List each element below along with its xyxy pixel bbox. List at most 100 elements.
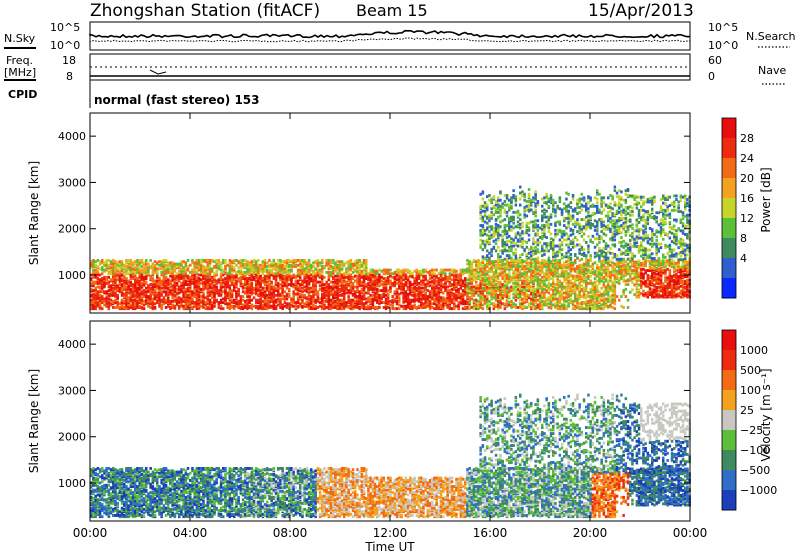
heatmap-cell bbox=[391, 298, 394, 302]
heatmap-cell bbox=[547, 281, 551, 285]
heatmap-cell bbox=[527, 206, 531, 209]
heatmap-cell bbox=[244, 302, 247, 306]
heatmap-cell bbox=[182, 304, 185, 308]
heatmap-cell bbox=[239, 298, 243, 302]
heatmap-cell bbox=[523, 213, 526, 217]
heatmap-cell bbox=[318, 268, 322, 272]
heatmap-cell bbox=[316, 306, 320, 309]
heatmap-cell bbox=[263, 263, 267, 267]
heatmap-cell bbox=[503, 245, 507, 249]
heatmap-cell bbox=[356, 299, 359, 303]
heatmap-cell bbox=[321, 261, 324, 265]
heatmap-cell bbox=[490, 250, 493, 254]
heatmap-cell bbox=[512, 218, 515, 221]
heatmap-cell bbox=[314, 307, 317, 311]
heatmap-cell bbox=[472, 272, 476, 276]
heatmap-cell bbox=[450, 291, 454, 295]
heatmap-cell bbox=[541, 231, 544, 235]
heatmap-cell bbox=[138, 275, 141, 279]
heatmap-cell bbox=[134, 268, 137, 272]
heatmap-cell bbox=[270, 291, 273, 295]
heatmap-cell bbox=[479, 281, 482, 285]
heatmap-cell bbox=[525, 221, 529, 225]
heatmap-cell bbox=[382, 280, 386, 284]
heatmap-cell bbox=[510, 215, 513, 219]
heatmap-cell bbox=[193, 303, 196, 307]
heatmap-cell bbox=[257, 279, 260, 283]
heatmap-cell bbox=[281, 306, 284, 309]
heatmap-cell bbox=[545, 195, 548, 199]
heatmap-cell bbox=[224, 272, 227, 276]
heatmap-cell bbox=[101, 272, 104, 276]
heatmap-cell bbox=[437, 279, 441, 283]
heatmap-cell bbox=[373, 293, 377, 297]
heatmap-cell bbox=[360, 269, 364, 273]
heatmap-cell bbox=[257, 281, 260, 285]
heatmap-cell bbox=[450, 283, 454, 286]
heatmap-cell bbox=[503, 290, 507, 294]
heatmap-cell bbox=[285, 297, 289, 301]
heatmap-cell bbox=[369, 306, 372, 309]
heatmap-cell bbox=[213, 291, 216, 295]
heatmap-cell bbox=[514, 232, 518, 236]
heatmap-cell bbox=[519, 226, 522, 230]
heatmap-cell bbox=[301, 279, 304, 283]
heatmap-cell bbox=[464, 268, 467, 272]
heatmap-cell bbox=[312, 303, 315, 307]
heatmap-cell bbox=[483, 239, 487, 243]
heatmap-cell bbox=[365, 272, 368, 276]
heatmap-cell bbox=[516, 265, 520, 268]
heatmap-cell bbox=[195, 289, 199, 292]
heatmap-cell bbox=[312, 297, 315, 301]
heatmap-cell bbox=[391, 281, 394, 285]
heatmap-cell bbox=[426, 271, 430, 274]
heatmap-cell bbox=[479, 233, 482, 237]
heatmap-cell bbox=[523, 231, 526, 235]
heatmap-cell bbox=[208, 304, 212, 308]
heatmap-cell bbox=[118, 302, 122, 306]
heatmap-cell bbox=[318, 275, 322, 279]
heatmap-cell bbox=[514, 291, 518, 295]
heatmap-cell bbox=[153, 279, 157, 283]
heatmap-cell bbox=[382, 284, 386, 288]
heatmap-cell bbox=[391, 304, 394, 308]
heatmap-cell bbox=[180, 281, 183, 285]
heatmap-cell bbox=[158, 277, 161, 280]
heatmap-cell bbox=[508, 286, 511, 290]
heatmap-cell bbox=[466, 281, 469, 285]
heatmap-cell bbox=[250, 273, 254, 277]
heatmap-cell bbox=[543, 249, 546, 253]
heatmap-cell bbox=[167, 298, 170, 302]
heatmap-cell bbox=[145, 290, 148, 294]
heatmap-cell bbox=[292, 283, 295, 286]
heatmap-cell bbox=[387, 302, 390, 306]
heatmap-cell bbox=[340, 285, 344, 289]
heatmap-cell bbox=[466, 259, 469, 262]
heatmap-cell bbox=[545, 209, 548, 213]
heatmap-cell bbox=[530, 250, 533, 254]
heatmap-cell bbox=[202, 280, 205, 284]
heatmap-cell bbox=[90, 277, 93, 280]
heatmap-cell bbox=[514, 236, 518, 239]
heatmap-cell bbox=[175, 278, 179, 282]
heatmap-cell bbox=[294, 279, 298, 283]
heatmap-cell bbox=[497, 201, 500, 205]
heatmap-cell bbox=[327, 261, 331, 265]
heatmap-cell bbox=[169, 263, 172, 267]
heatmap-cell bbox=[545, 245, 548, 249]
heatmap-cell bbox=[123, 284, 126, 288]
heatmap-cell bbox=[411, 272, 414, 276]
heatmap-cell bbox=[347, 295, 350, 298]
heatmap-cell bbox=[380, 269, 383, 273]
heatmap-cell bbox=[294, 303, 298, 307]
heatmap-cell bbox=[226, 304, 229, 308]
heatmap-cell bbox=[164, 263, 168, 267]
heatmap-cell bbox=[158, 304, 161, 308]
heatmap-cell bbox=[488, 256, 491, 260]
heatmap-cell bbox=[384, 307, 388, 311]
heatmap-cell bbox=[538, 273, 542, 277]
heatmap-cell bbox=[310, 273, 313, 277]
heatmap-cell bbox=[501, 230, 504, 233]
heatmap-cell bbox=[549, 232, 553, 236]
heatmap-cell bbox=[261, 299, 265, 303]
